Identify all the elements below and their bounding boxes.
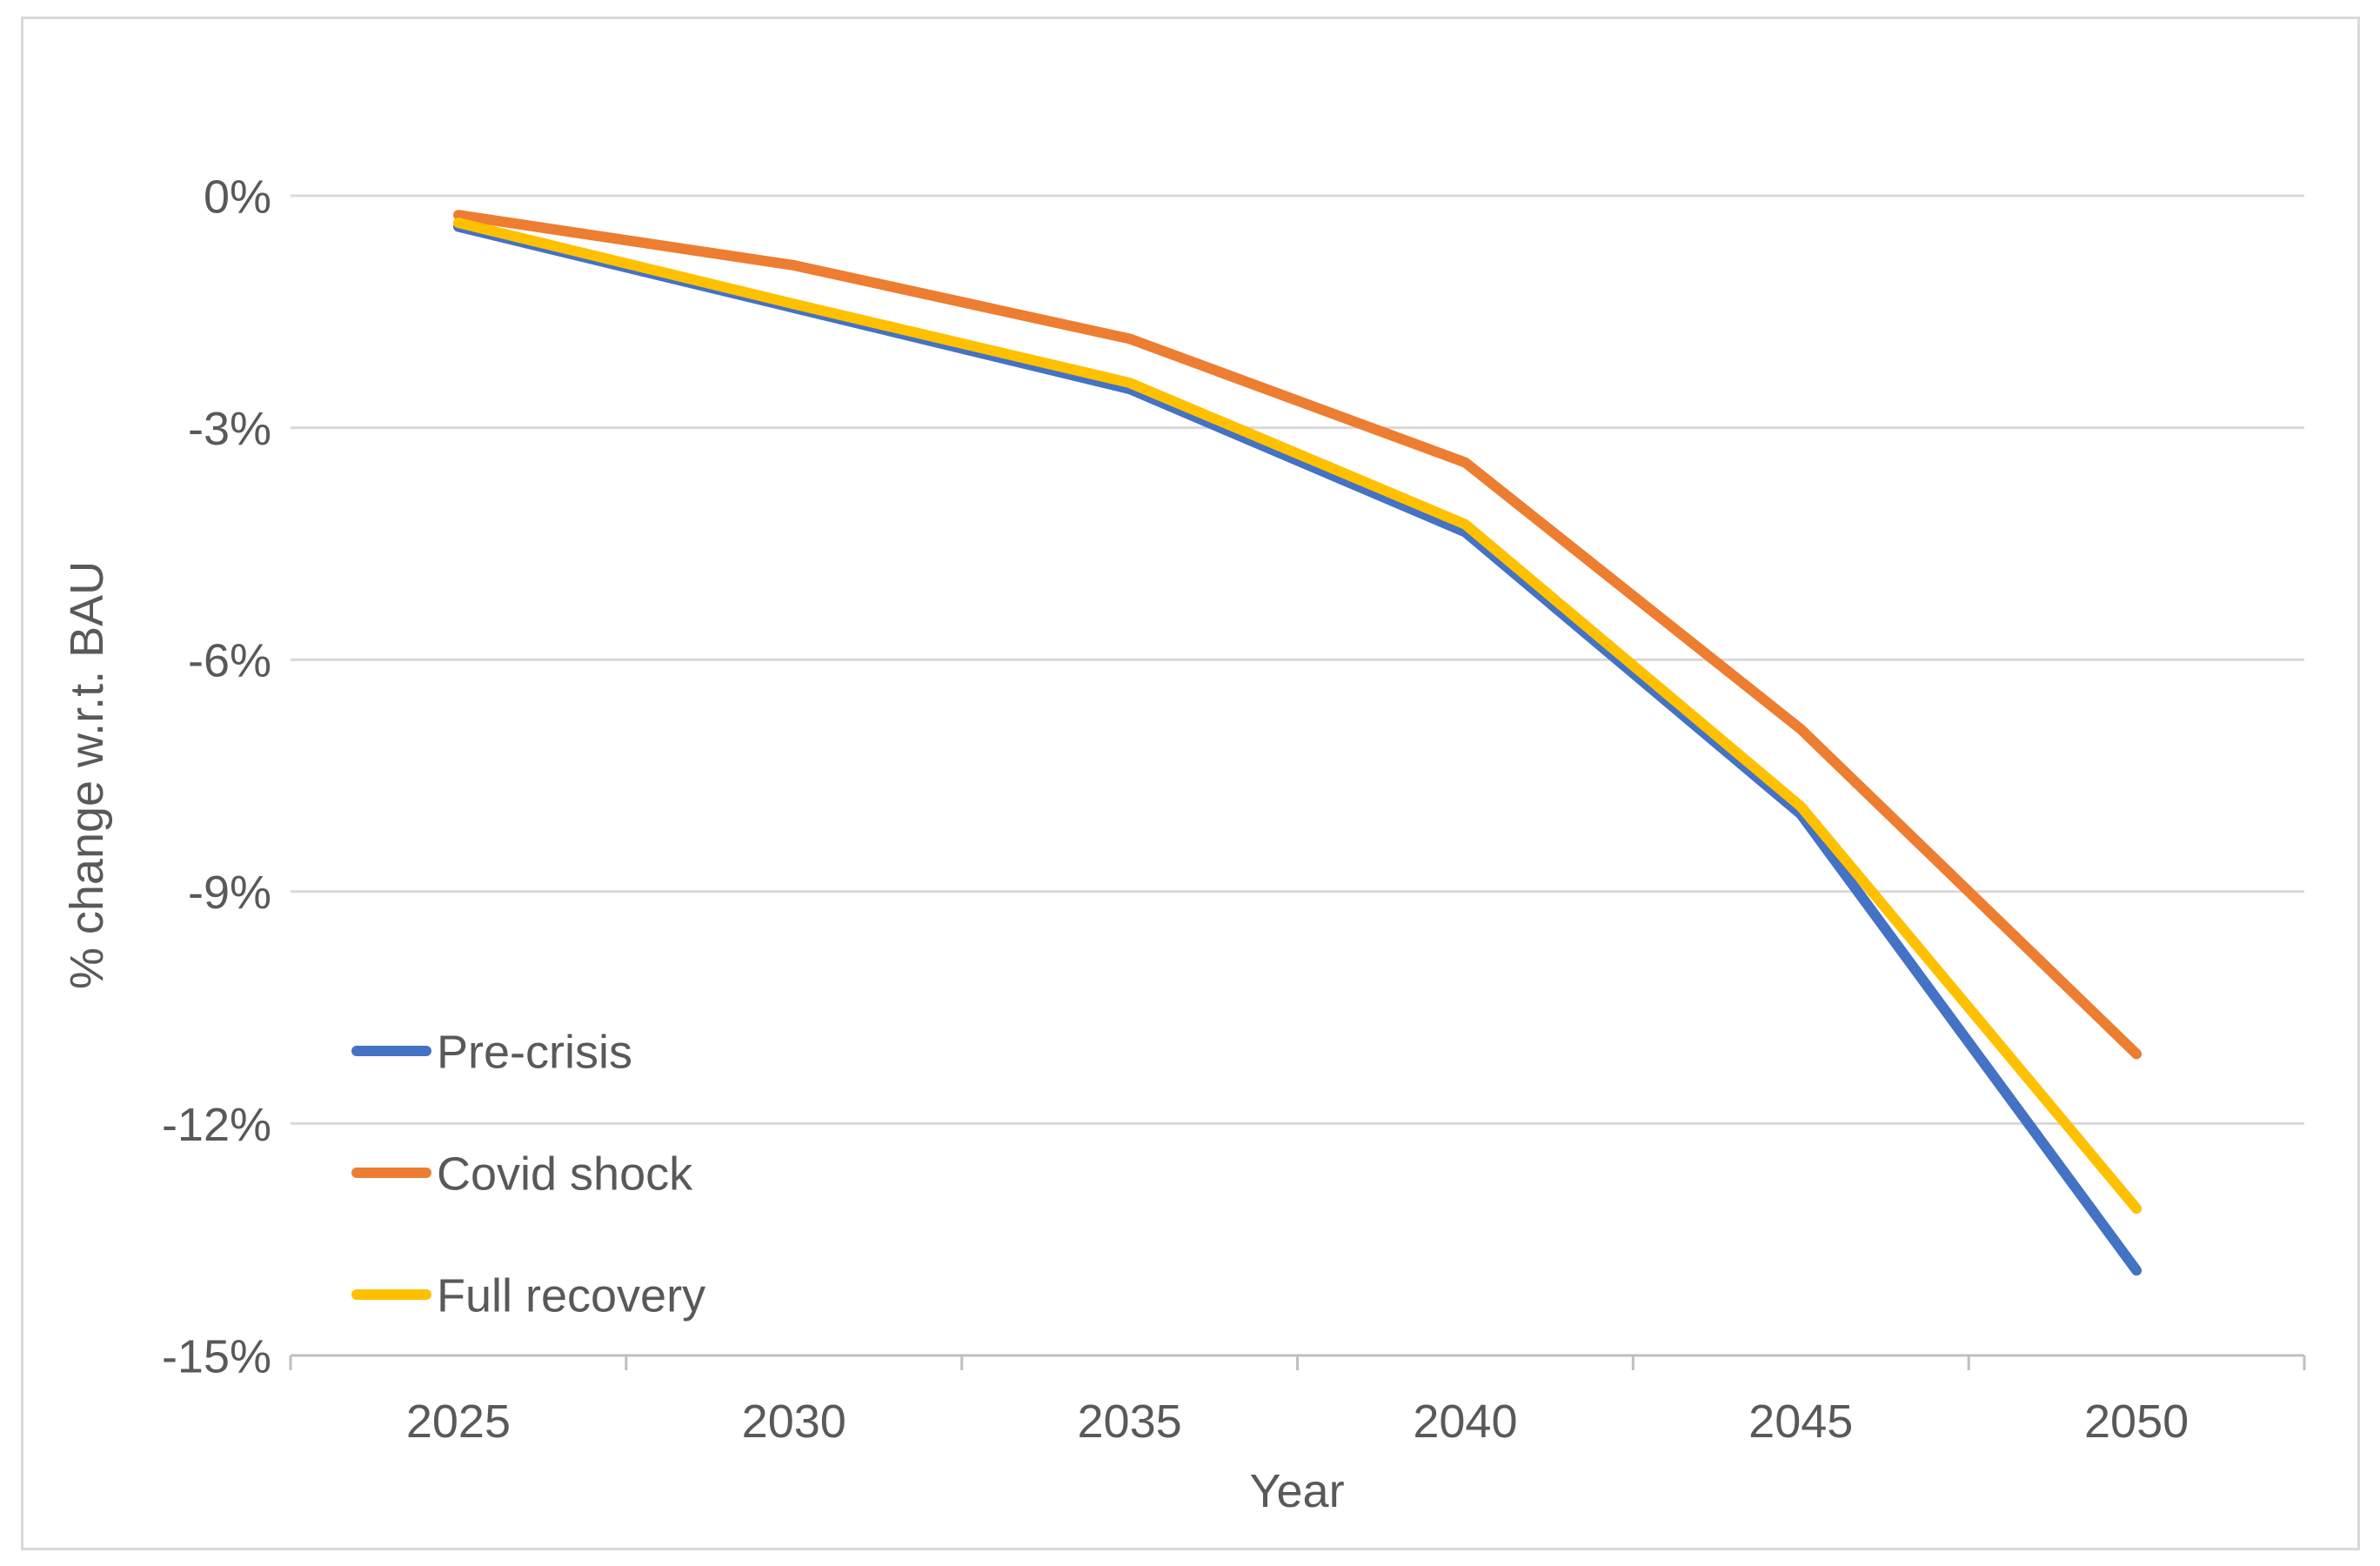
- x-axis-title: Year: [1249, 1465, 1344, 1517]
- series-line-covid-shock: [452, 210, 2143, 1060]
- axes: [289, 1354, 2306, 1370]
- legend-item: Covid shock: [351, 1148, 693, 1200]
- legend-label: Full recovery: [437, 1269, 705, 1322]
- series-lines: [452, 210, 2143, 1276]
- chart-border: [21, 17, 2360, 1550]
- legend: Pre-crisis Covid shock Full recovery: [351, 1026, 705, 1322]
- x-tick-label: 2030: [742, 1395, 846, 1448]
- series-line-pre-crisis: [452, 221, 2143, 1276]
- y-tick-label: -15%: [162, 1330, 271, 1382]
- y-tick-label: -3%: [188, 403, 271, 455]
- y-tick-label: -6%: [188, 635, 271, 687]
- y-tick-labels: 0% -3% -6% -9% -12% -15%: [162, 171, 271, 1382]
- x-tick-label: 2025: [406, 1395, 511, 1448]
- legend-item: Full recovery: [351, 1269, 705, 1322]
- y-tick-label: 0%: [204, 171, 271, 223]
- x-tick-labels: 2025 2030 2035 2040 2045 2050: [406, 1395, 2189, 1448]
- legend-label: Covid shock: [437, 1148, 693, 1200]
- x-tick-label: 2040: [1413, 1395, 1517, 1448]
- legend-item: Pre-crisis: [351, 1026, 632, 1078]
- series-line-full-recovery: [452, 218, 2143, 1215]
- y-axis-title: % change w.r.t. BAU: [61, 561, 113, 989]
- y-tick-label: -9%: [188, 867, 271, 919]
- gridlines: [291, 194, 2304, 1125]
- x-tick-label: 2045: [1748, 1395, 1853, 1448]
- y-tick-label: -12%: [162, 1099, 271, 1151]
- x-tick-label: 2035: [1078, 1395, 1182, 1448]
- x-tick-label: 2050: [2084, 1395, 2189, 1448]
- legend-label: Pre-crisis: [437, 1026, 632, 1078]
